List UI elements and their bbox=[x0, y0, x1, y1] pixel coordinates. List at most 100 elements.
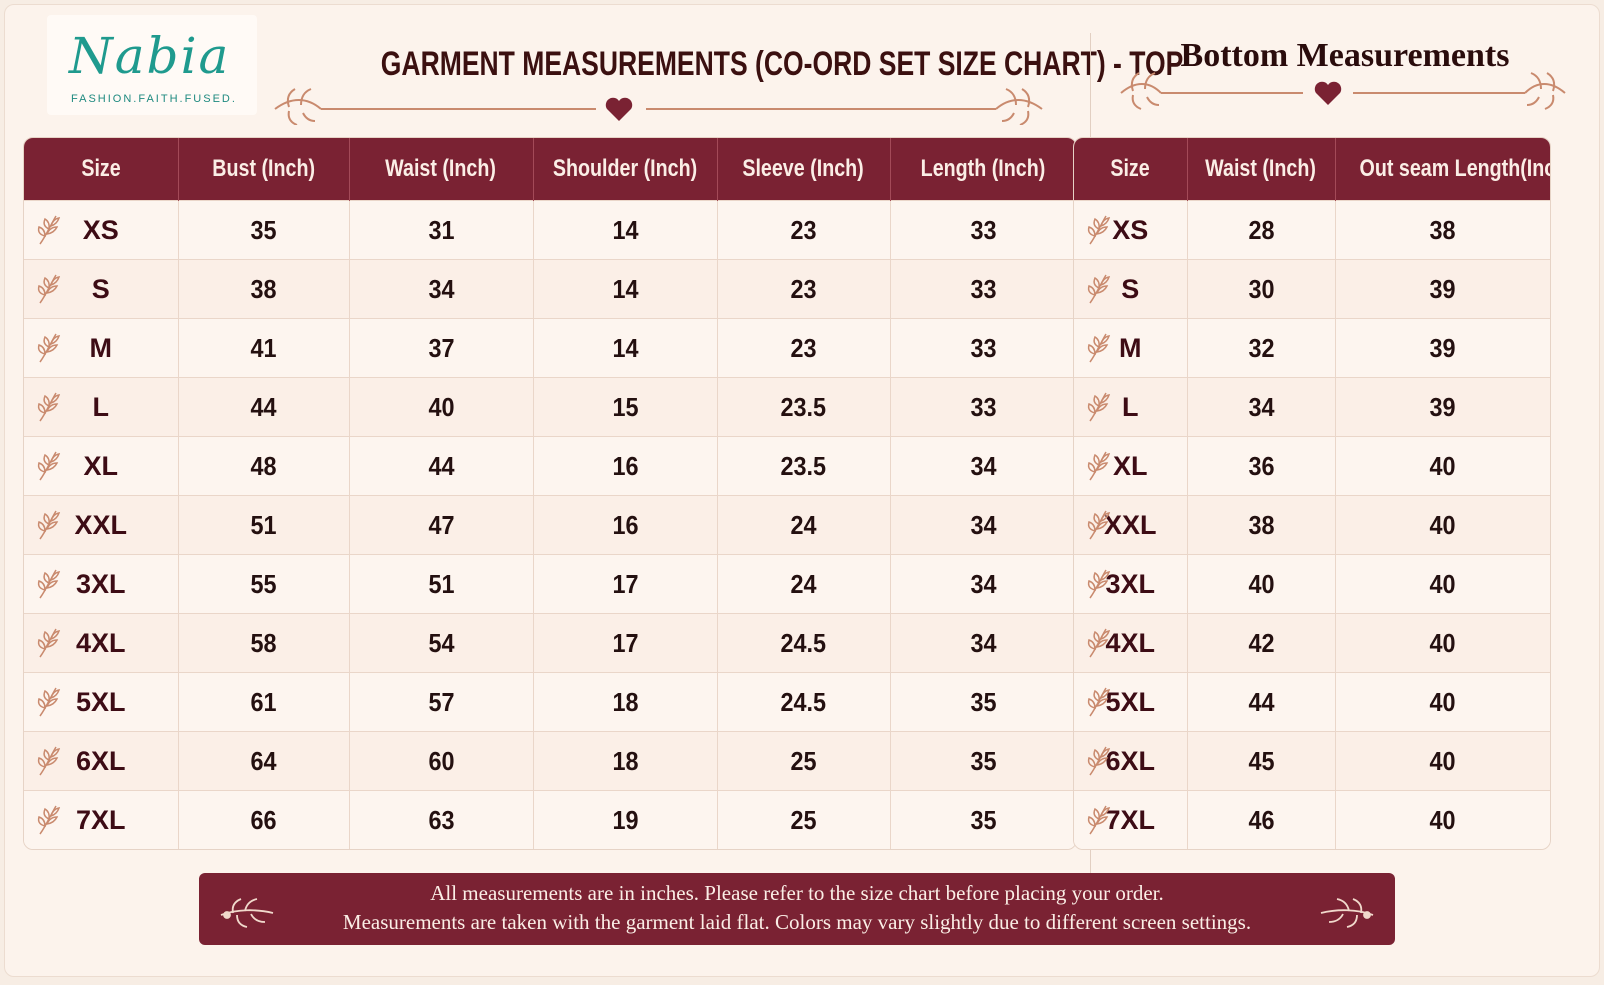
footer-note: All measurements are in inches. Please r… bbox=[199, 873, 1395, 945]
measurement-cell: 18 bbox=[533, 672, 718, 732]
size-text: 3XL bbox=[75, 568, 126, 599]
measurement-cell: 45 bbox=[1187, 731, 1336, 791]
size-label: XL bbox=[1074, 436, 1188, 496]
bottom-size-table: Size Waist (Inch) Out seam Length(Inch) … bbox=[1073, 137, 1551, 850]
measurement-cell: 44 bbox=[349, 436, 534, 496]
size-label: XL bbox=[24, 436, 179, 496]
size-label: M bbox=[1074, 318, 1188, 378]
size-label: XXL bbox=[1074, 495, 1188, 555]
floral-ornament-icon bbox=[1120, 72, 1566, 110]
measurement-cell: 17 bbox=[533, 554, 718, 614]
measurement-cell: 34 bbox=[349, 259, 534, 319]
footer-line-1: All measurements are in inches. Please r… bbox=[430, 881, 1164, 905]
measurement-cell: 33 bbox=[890, 200, 1076, 260]
table-row: 7XL 46 40 bbox=[1074, 790, 1550, 849]
table-header-row: Size Waist (Inch) Out seam Length(Inch) bbox=[1074, 138, 1550, 201]
size-text: 7XL bbox=[75, 804, 126, 835]
table-row: XXL 38 40 bbox=[1074, 495, 1550, 555]
measurement-cell: 23.5 bbox=[717, 436, 891, 496]
measurement-cell: 40 bbox=[349, 377, 534, 437]
measurement-cell: 35 bbox=[890, 672, 1076, 732]
measurement-cell: 33 bbox=[890, 259, 1076, 319]
size-text: 6XL bbox=[75, 745, 126, 776]
measurement-cell: 24 bbox=[717, 554, 891, 614]
measurement-cell: 34 bbox=[890, 436, 1076, 496]
table-row: 3XL 55 51 17 24 34 bbox=[24, 554, 1076, 614]
measurement-cell: 30 bbox=[1187, 259, 1336, 319]
measurement-cell: 57 bbox=[349, 672, 534, 732]
measurement-cell: 15 bbox=[533, 377, 718, 437]
leaf-sprig-icon bbox=[37, 628, 61, 658]
measurement-cell: 46 bbox=[1187, 790, 1336, 849]
measurement-cell: 35 bbox=[890, 790, 1076, 849]
column-header: Out seam Length(Inch) bbox=[1335, 138, 1550, 201]
table-row: 6XL 45 40 bbox=[1074, 731, 1550, 791]
table-row: 3XL 40 40 bbox=[1074, 554, 1550, 614]
measurement-cell: 18 bbox=[533, 731, 718, 791]
measurement-cell: 14 bbox=[533, 200, 718, 260]
measurement-cell: 34 bbox=[890, 495, 1076, 555]
measurement-cell: 44 bbox=[178, 377, 350, 437]
leaf-sprig-icon bbox=[1087, 451, 1111, 481]
size-text: 5XL bbox=[75, 686, 126, 717]
size-text: L bbox=[92, 391, 110, 422]
size-text: 4XL bbox=[1105, 627, 1156, 658]
measurement-cell: 60 bbox=[349, 731, 534, 791]
leaf-sprig-icon bbox=[37, 805, 61, 835]
measurement-cell: 34 bbox=[890, 613, 1076, 673]
leaf-sprig-icon bbox=[1087, 805, 1111, 835]
bottom-chart-title: Bottom Measurements bbox=[1180, 37, 1510, 74]
measurement-cell: 24.5 bbox=[717, 672, 891, 732]
size-text: 7XL bbox=[1105, 804, 1156, 835]
measurement-cell: 28 bbox=[1187, 200, 1336, 260]
floral-ornament-icon bbox=[1320, 898, 1374, 928]
measurement-cell: 16 bbox=[533, 495, 718, 555]
column-header: Bust (Inch) bbox=[178, 138, 350, 201]
measurement-cell: 23 bbox=[717, 200, 891, 260]
size-label: S bbox=[24, 259, 179, 319]
size-label: XS bbox=[24, 200, 179, 260]
measurement-cell: 36 bbox=[1187, 436, 1336, 496]
table-header-row: Size Bust (Inch) Waist (Inch) Shoulder (… bbox=[24, 138, 1076, 201]
measurement-cell: 38 bbox=[1187, 495, 1336, 555]
measurement-cell: 19 bbox=[533, 790, 718, 849]
measurement-cell: 40 bbox=[1335, 554, 1550, 614]
measurement-cell: 40 bbox=[1335, 495, 1550, 555]
measurement-cell: 35 bbox=[890, 731, 1076, 791]
measurement-cell: 48 bbox=[178, 436, 350, 496]
table-row: XL 36 40 bbox=[1074, 436, 1550, 496]
measurement-cell: 38 bbox=[178, 259, 350, 319]
measurement-cell: 64 bbox=[178, 731, 350, 791]
size-label: 4XL bbox=[24, 613, 179, 673]
leaf-sprig-icon bbox=[1087, 746, 1111, 776]
size-chart-page: Nabia FASHION.FAITH.FUSED. GARMENT MEASU… bbox=[4, 4, 1600, 977]
measurement-cell: 42 bbox=[1187, 613, 1336, 673]
measurement-cell: 34 bbox=[1187, 377, 1336, 437]
measurement-cell: 24 bbox=[717, 495, 891, 555]
size-label: 3XL bbox=[24, 554, 179, 614]
size-text: 4XL bbox=[75, 627, 126, 658]
size-label: XXL bbox=[24, 495, 179, 555]
leaf-sprig-icon bbox=[37, 569, 61, 599]
size-label: L bbox=[1074, 377, 1188, 437]
size-text: 6XL bbox=[1105, 745, 1156, 776]
size-label: 7XL bbox=[1074, 790, 1188, 849]
measurement-cell: 40 bbox=[1335, 790, 1550, 849]
measurement-cell: 35 bbox=[178, 200, 350, 260]
size-text: S bbox=[91, 273, 110, 304]
leaf-sprig-icon bbox=[1087, 569, 1111, 599]
leaf-sprig-icon bbox=[37, 392, 61, 422]
measurement-cell: 40 bbox=[1335, 613, 1550, 673]
measurement-cell: 25 bbox=[717, 790, 891, 849]
measurement-cell: 55 bbox=[178, 554, 350, 614]
size-label: L bbox=[24, 377, 179, 437]
leaf-sprig-icon bbox=[37, 215, 61, 245]
heart-icon bbox=[605, 97, 633, 121]
top-size-table: Size Bust (Inch) Waist (Inch) Shoulder (… bbox=[23, 137, 1077, 850]
size-label: 3XL bbox=[1074, 554, 1188, 614]
size-text: M bbox=[1119, 332, 1142, 363]
size-label: S bbox=[1074, 259, 1188, 319]
size-text: XL bbox=[1112, 450, 1148, 481]
table-row: M 32 39 bbox=[1074, 318, 1550, 378]
size-text: L bbox=[1122, 391, 1139, 422]
